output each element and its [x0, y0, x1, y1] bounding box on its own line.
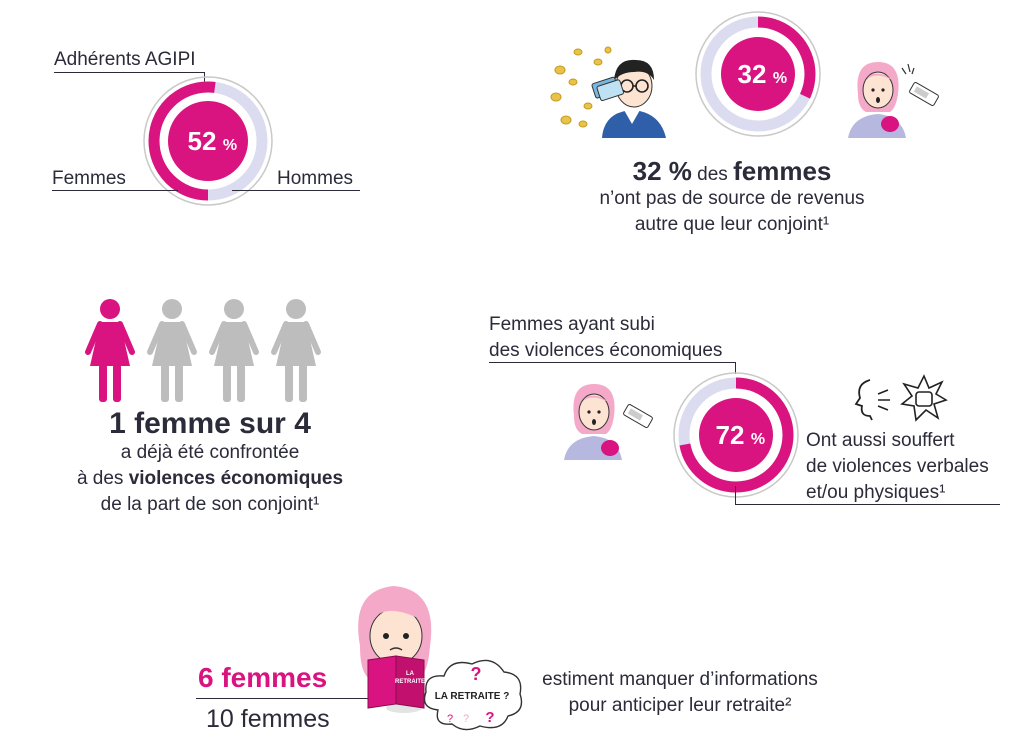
- coins-icon: [550, 46, 612, 128]
- members-outer-ring: [143, 76, 273, 206]
- ratio-line3: à des violences économiques: [50, 466, 370, 491]
- income-center-disc: [721, 37, 795, 111]
- income-line3: autre que leur conjoint¹: [634, 214, 830, 235]
- svg-text:?: ?: [471, 664, 482, 684]
- svg-text:?: ?: [447, 713, 453, 725]
- violence-caption-line1: Femmes ayant subi: [489, 314, 655, 335]
- ratio-figures: [85, 298, 330, 406]
- violence-desc-line2: de violences verbales: [806, 456, 989, 477]
- violence-desc-leader: [735, 486, 736, 504]
- members-label-women: Femmes: [52, 168, 126, 189]
- retirement-desc-line2: pour anticiper leur retraite²: [568, 695, 792, 716]
- income-outer-ring: [695, 11, 821, 137]
- woman-figure-icon: [147, 299, 197, 402]
- book-title-line2: RETRAITE: [395, 679, 425, 685]
- violence-desc-underline: [735, 504, 1000, 505]
- question-cloud-text: LA RETRAITE ?: [435, 691, 510, 702]
- violence-desc-line1: Ont aussi souffert: [806, 430, 955, 451]
- violence-desc-line3: et/ou physiques¹: [806, 482, 946, 503]
- violence-ring-arc: [678, 377, 794, 493]
- violence-caption-line2: des violences économiques: [489, 340, 723, 361]
- retirement-denominator: 10 femmes: [206, 705, 330, 733]
- question-cloud-icon: ? ? ? ? LA RETRAITE ?: [423, 659, 523, 731]
- members-men-underline: [232, 190, 360, 191]
- hit-icon: [900, 374, 948, 422]
- svg-text:?: ?: [463, 713, 469, 725]
- income-headline: 32 % des femmes: [582, 156, 882, 190]
- members-women-underline: [52, 190, 178, 191]
- reading-girl-icon: LA RETRAITE: [358, 586, 432, 713]
- woman-figure-icon: [271, 299, 321, 402]
- ratio-line2: a déjà été confrontée: [120, 442, 300, 463]
- members-title: Adhérents AGIPI: [54, 49, 196, 70]
- shouting-face-icon: [854, 379, 890, 421]
- worried-woman-icon-2: [564, 384, 653, 460]
- violence-donut-chart: 72 %: [673, 372, 799, 498]
- violence-center-disc: [699, 398, 773, 472]
- members-pct-sign: %: [223, 137, 237, 154]
- violence-pct-sign: %: [751, 431, 765, 448]
- retirement-book: LA RETRAITE: [367, 655, 425, 709]
- members-center-disc: [168, 101, 248, 181]
- members-label-men: Hommes: [277, 168, 354, 189]
- worried-woman-icon: [848, 62, 939, 138]
- members-value: 52: [188, 126, 217, 156]
- income-ring-arc: [700, 16, 816, 132]
- violence-outer-ring: [673, 372, 799, 498]
- book-title-line1: LA: [406, 671, 415, 677]
- income-headline-number: 32 %: [632, 156, 692, 186]
- violence-caption-underline: [489, 362, 735, 363]
- ratio-line3-bold: violences économiques: [128, 468, 344, 489]
- empty-wallet-icon: [881, 116, 899, 132]
- income-donut-chart: 32 %: [695, 11, 821, 137]
- members-donut-chart: 52 %: [143, 76, 273, 206]
- income-headline-bold: femmes: [733, 156, 832, 186]
- income-line2: n’ont pas de source de revenus: [599, 188, 865, 209]
- man-with-cards-icon: [591, 59, 666, 138]
- retirement-numerator: 6 femmes: [198, 662, 328, 693]
- ratio-line3-prefix: à des: [76, 468, 129, 489]
- violence-value: 72: [716, 420, 745, 450]
- members-title-underline: [54, 72, 204, 73]
- income-headline-mid: des: [691, 164, 734, 185]
- woman-figure-icon: [85, 299, 135, 402]
- ratio-headline: 1 femme sur 4: [109, 407, 311, 440]
- members-ring-women-arc: [148, 81, 268, 201]
- empty-wallet-icon-2: [601, 440, 619, 456]
- woman-figure-icon: [209, 299, 259, 402]
- retirement-desc-line1: estiment manquer d’informations: [542, 669, 818, 690]
- ratio-line4: de la part de son conjoint¹: [100, 494, 320, 515]
- svg-text:?: ?: [485, 709, 494, 726]
- retirement-fraction-bar: [196, 698, 372, 699]
- violence-caption-leader: [735, 362, 736, 374]
- income-pct-sign: %: [773, 70, 787, 87]
- income-value: 32: [738, 59, 767, 89]
